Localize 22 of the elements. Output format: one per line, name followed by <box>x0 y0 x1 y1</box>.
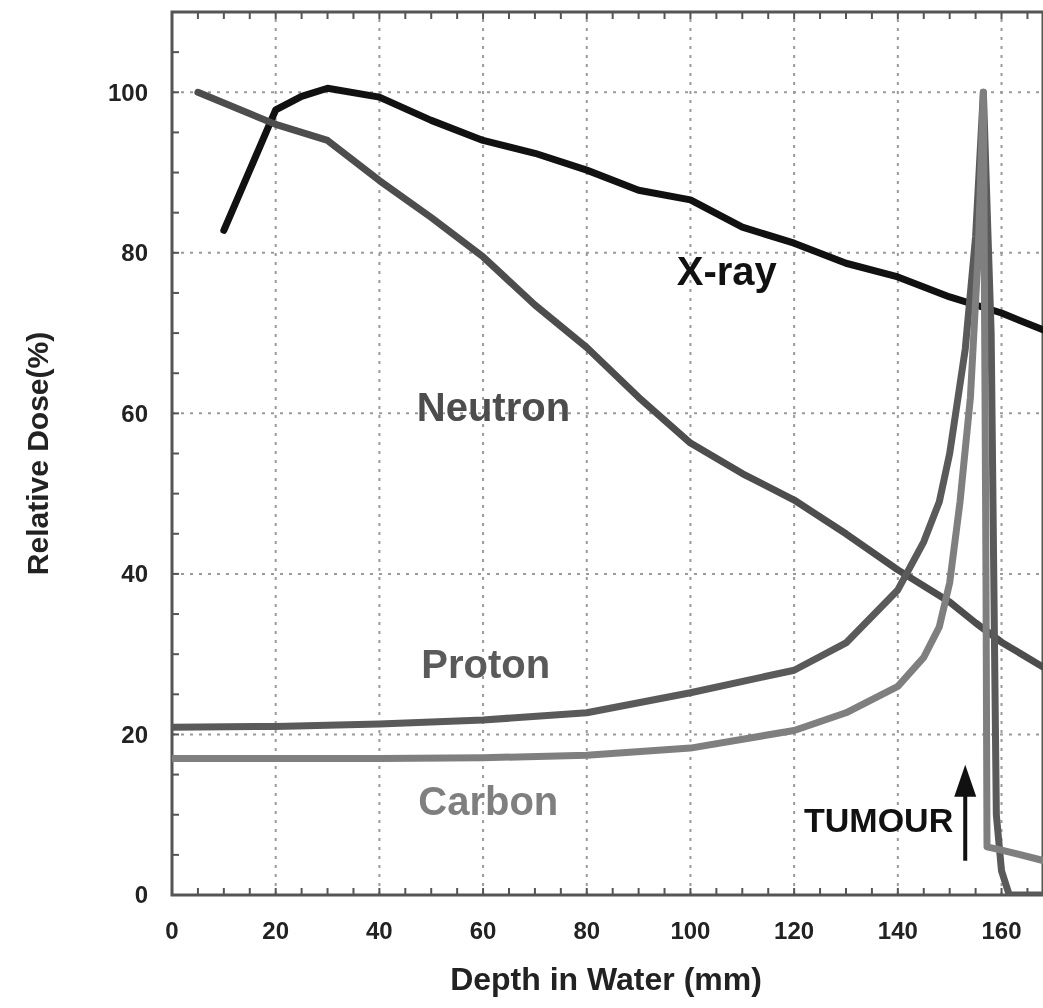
x-tick-label: 60 <box>469 917 497 944</box>
x-tick-label: 120 <box>774 917 815 944</box>
x-axis-title: Depth in Water (mm) <box>450 961 762 997</box>
x-tick-label: 140 <box>877 917 918 944</box>
series-label: Neutron <box>416 385 571 430</box>
x-tick-label: 160 <box>981 917 1022 944</box>
y-tick-label: 20 <box>121 720 148 748</box>
x-tick-label: 100 <box>670 917 711 944</box>
y-tick-label: 40 <box>121 560 148 588</box>
x-tick-label: 20 <box>262 917 290 944</box>
series-label: Carbon <box>418 778 559 823</box>
y-tick-label: 100 <box>107 78 148 106</box>
series-label: Proton <box>421 642 551 687</box>
series-label: X-ray <box>676 248 778 293</box>
x-tick-label: 80 <box>573 917 601 944</box>
y-tick-label: 60 <box>121 399 148 427</box>
x-tick-label: 40 <box>366 917 393 944</box>
y-tick-label: 0 <box>134 881 148 909</box>
annotation: TUMOUR <box>804 800 954 839</box>
y-axis-title: Relative Dose(%) <box>21 331 54 576</box>
y-tick-label: 80 <box>121 239 148 267</box>
x-tick-label: 0 <box>165 917 179 944</box>
